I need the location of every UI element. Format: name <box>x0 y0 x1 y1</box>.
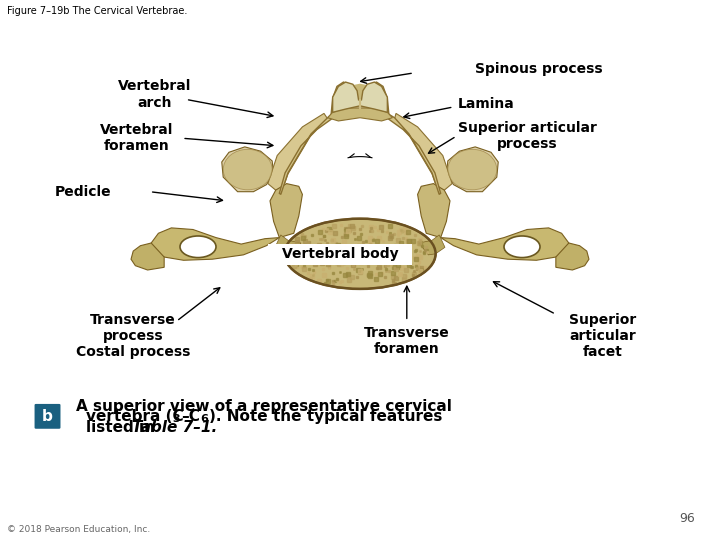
Text: 96: 96 <box>679 512 695 525</box>
Polygon shape <box>222 147 274 192</box>
Polygon shape <box>419 235 445 255</box>
Polygon shape <box>279 113 335 194</box>
Ellipse shape <box>223 149 272 190</box>
Text: 6: 6 <box>200 414 208 424</box>
Ellipse shape <box>504 236 540 258</box>
Text: Vertebral
arch: Vertebral arch <box>118 79 192 110</box>
Text: 3: 3 <box>173 414 181 424</box>
Polygon shape <box>328 108 392 121</box>
Polygon shape <box>385 113 441 194</box>
Polygon shape <box>333 82 387 112</box>
Polygon shape <box>331 82 389 117</box>
Polygon shape <box>275 235 301 255</box>
Text: Vertebral body: Vertebral body <box>282 247 398 261</box>
Polygon shape <box>270 184 302 238</box>
Polygon shape <box>418 184 450 238</box>
Text: –C: –C <box>181 409 200 424</box>
Polygon shape <box>395 113 452 194</box>
Polygon shape <box>441 228 569 260</box>
Polygon shape <box>351 84 369 102</box>
Ellipse shape <box>180 236 216 258</box>
Polygon shape <box>556 243 589 270</box>
Text: listed in: listed in <box>86 420 161 435</box>
Polygon shape <box>131 243 164 270</box>
Text: Vertebral
foramen: Vertebral foramen <box>100 123 174 153</box>
Text: ). Note the typical features: ). Note the typical features <box>209 409 442 424</box>
Text: Superior articular
process: Superior articular process <box>458 121 597 151</box>
FancyBboxPatch shape <box>35 404 60 429</box>
Ellipse shape <box>284 219 436 289</box>
Text: Transverse
foramen: Transverse foramen <box>364 326 450 356</box>
Text: b: b <box>42 409 53 424</box>
Ellipse shape <box>448 149 497 190</box>
Polygon shape <box>446 147 498 192</box>
Text: Figure 7–19b The Cervical Vertebrae.: Figure 7–19b The Cervical Vertebrae. <box>7 6 188 17</box>
Text: © 2018 Pearson Education, Inc.: © 2018 Pearson Education, Inc. <box>7 524 150 534</box>
FancyBboxPatch shape <box>268 244 412 265</box>
Text: Superior
articular
facet: Superior articular facet <box>569 313 636 359</box>
Polygon shape <box>151 228 279 260</box>
Text: Spinous process: Spinous process <box>475 62 603 76</box>
Polygon shape <box>268 113 328 194</box>
Text: A superior view of a representative cervical: A superior view of a representative cerv… <box>76 399 451 414</box>
Text: Lamina: Lamina <box>458 97 515 111</box>
Text: vertebra (C: vertebra (C <box>86 409 184 424</box>
Text: Transverse
process
Costal process: Transverse process Costal process <box>76 313 190 359</box>
Text: Pedicle: Pedicle <box>55 185 112 199</box>
Ellipse shape <box>319 157 402 201</box>
Text: Table 7–1.: Table 7–1. <box>132 420 217 435</box>
